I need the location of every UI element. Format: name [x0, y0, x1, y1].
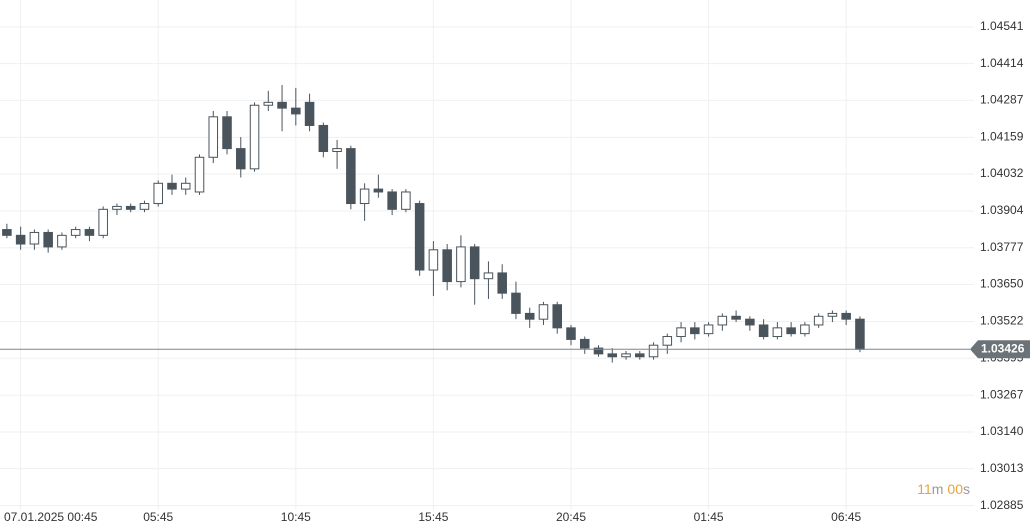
candle-body	[662, 336, 673, 346]
candle-body	[786, 327, 796, 335]
candle-body	[469, 246, 480, 280]
candle-body	[607, 353, 618, 358]
y-tick-label: 1.04287	[980, 92, 1024, 106]
candle-body	[745, 318, 755, 326]
candle-body	[373, 188, 384, 193]
candle-body	[2, 229, 12, 236]
x-tick-label: 01:45	[694, 510, 724, 524]
candle-body	[552, 304, 562, 329]
y-tick-label: 1.03267	[980, 387, 1024, 401]
x-tick-label: 07.01.2025 00:45	[4, 510, 98, 524]
candle-body	[318, 124, 329, 152]
candle-body	[98, 208, 108, 236]
candle-body	[524, 312, 535, 320]
candles	[0, 85, 970, 363]
candle-body	[593, 347, 604, 355]
y-tick-label: 1.03650	[980, 277, 1024, 291]
last-price-label: 1.03426	[981, 341, 1025, 355]
countdown: 11m 00s	[917, 481, 970, 497]
y-tick-label: 1.04159	[980, 130, 1024, 144]
candle-body	[731, 315, 741, 320]
y-tick-label: 1.02885	[980, 498, 1024, 512]
candle-body	[125, 205, 136, 210]
candle-body	[291, 107, 301, 115]
y-tick-label: 1.04032	[980, 166, 1024, 180]
candle-body	[249, 104, 260, 170]
y-tick-label: 1.04414	[980, 56, 1024, 70]
candle-body	[648, 344, 659, 358]
candle-body	[538, 304, 549, 320]
candle-body	[304, 101, 315, 126]
candle-body	[827, 312, 838, 317]
x-tick-label: 06:45	[831, 510, 861, 524]
candle-body	[566, 327, 576, 340]
x-tick-label: 15:45	[418, 510, 448, 524]
candle-body	[428, 249, 439, 271]
y-tick-label: 1.03904	[980, 203, 1024, 217]
candle-body	[841, 312, 851, 320]
y-tick-label: 1.03777	[980, 240, 1024, 254]
candle-body	[29, 231, 40, 245]
y-tick-label: 1.03522	[980, 314, 1024, 328]
candle-body	[703, 324, 714, 335]
candle-body	[813, 315, 824, 326]
candle-body	[758, 324, 769, 338]
candle-body	[359, 188, 370, 205]
candle-body	[690, 327, 700, 335]
x-tick-label: 20:45	[556, 510, 586, 524]
candle-body	[167, 182, 177, 190]
candle-body	[855, 318, 865, 350]
labels: 1.04541 1.04414 1.04287 1.04159 1.04032 1.039…	[4, 19, 1030, 524]
y-tick-label: 1.04541	[980, 19, 1024, 33]
countdown-seconds: 00	[947, 481, 963, 497]
candle-body	[139, 203, 150, 210]
candle-body	[717, 315, 728, 326]
candle-body	[57, 234, 67, 248]
candle-body	[332, 148, 342, 152]
candle-body	[84, 229, 95, 236]
candle-body	[483, 272, 494, 280]
candle-body	[180, 182, 191, 190]
candle-body	[15, 234, 26, 245]
countdown-minutes-unit: m	[932, 481, 944, 497]
candle-body	[442, 249, 452, 283]
y-tick-label: 1.03013	[980, 461, 1024, 475]
candle-body	[387, 191, 397, 210]
candle-body	[112, 205, 122, 210]
candle-body	[194, 156, 205, 193]
candle-body	[579, 338, 590, 349]
y-tick-label: 1.03140	[980, 424, 1024, 438]
candle-body	[772, 327, 783, 338]
candle-body	[70, 229, 81, 236]
candle-body	[456, 246, 466, 283]
candle-body	[621, 353, 631, 358]
candle-body	[635, 353, 645, 358]
candle-body	[277, 101, 287, 109]
candle-body	[414, 203, 425, 271]
candle-body	[236, 148, 246, 170]
candle-body	[346, 148, 356, 205]
countdown-minutes: 11	[917, 481, 932, 497]
candle-body	[676, 327, 686, 338]
candle-body	[208, 116, 219, 158]
candle-body	[511, 292, 521, 314]
candle-body	[153, 182, 163, 205]
candle-body	[43, 231, 53, 248]
x-tick-label: 05:45	[143, 510, 173, 524]
candle-body	[263, 101, 274, 106]
x-tick-label: 10:45	[281, 510, 311, 524]
candle-body	[401, 191, 411, 210]
countdown-seconds-unit: s	[963, 481, 970, 497]
candle-body	[497, 272, 507, 294]
candle-body	[222, 116, 232, 150]
last-price-tag	[970, 340, 1030, 359]
candle-body	[800, 324, 810, 335]
